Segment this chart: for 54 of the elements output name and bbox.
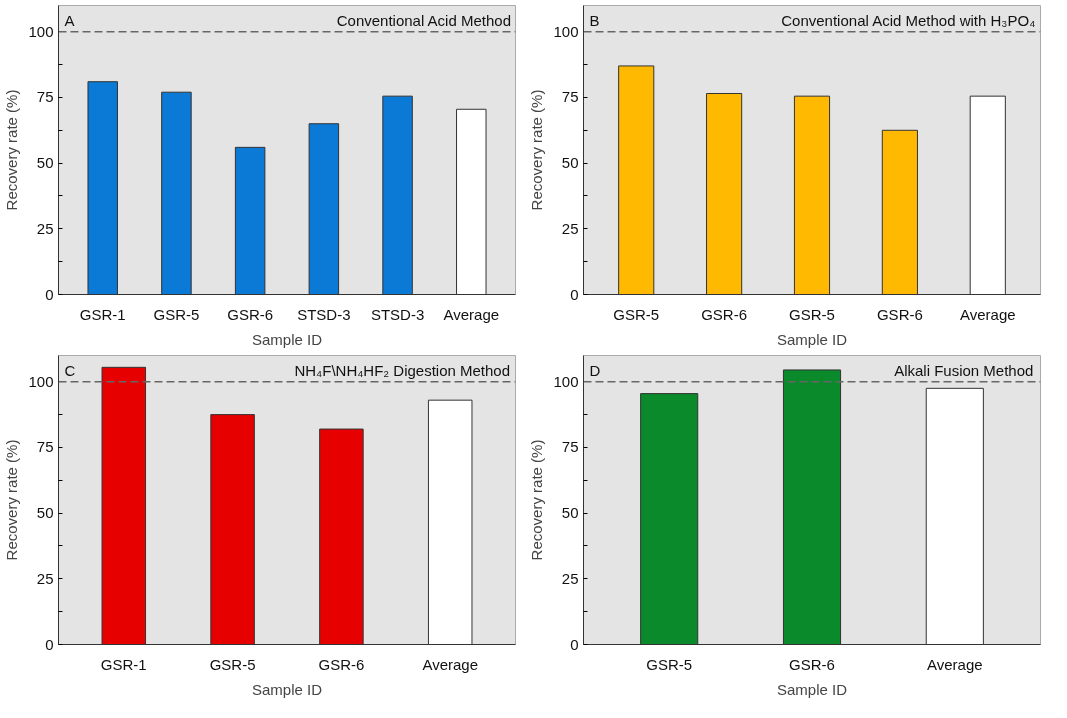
x-tick-label: Average — [443, 305, 500, 323]
x-tick-label: GSR-5 — [613, 305, 660, 323]
chart-title: Conventional Acid Method with H₃PO₄ — [781, 11, 1036, 29]
y-tick-label: 50 — [561, 504, 579, 522]
x-tick-label: GSR-5 — [646, 655, 693, 673]
x-tick-label: GSR-5 — [789, 305, 835, 323]
y-tick-label: 25 — [36, 569, 54, 587]
x-tick-label: STSD-3 — [297, 305, 351, 323]
y-tick-label: 0 — [570, 635, 579, 653]
chart-title: NH₄F\NH₄HF₂ Digestion Method — [294, 361, 511, 379]
y-tick-label: 100 — [28, 372, 54, 390]
y-tick-label: 75 — [36, 88, 54, 106]
x-axis-title: Sample ID — [776, 680, 848, 698]
x-tick-label: GSR-6 — [701, 305, 748, 323]
x-tick-label: GSR-6 — [789, 655, 835, 673]
y-axis-title: Recovery rate (%) — [3, 439, 21, 561]
annotation: D — [589, 361, 601, 379]
y-tick-label: 75 — [561, 438, 579, 456]
x-tick-label: GSR-5 — [153, 305, 200, 323]
y-tick-label: 0 — [45, 635, 54, 653]
annotation: B — [589, 11, 600, 29]
x-tick-label: GSR-6 — [876, 305, 923, 323]
y-tick-label: 75 — [36, 438, 54, 456]
x-tick-label: GSR-6 — [318, 655, 365, 673]
x-tick-label: STSD-3 — [370, 305, 425, 323]
y-tick-label: 50 — [561, 154, 579, 172]
y-axis-title: Recovery rate (%) — [528, 439, 546, 561]
y-tick-label: 50 — [36, 154, 54, 172]
chart-title: Alkali Fusion Method — [894, 361, 1034, 379]
annotation: C — [64, 361, 76, 379]
y-axis-title: Recovery rate (%) — [528, 89, 546, 211]
y-tick-label: 100 — [553, 372, 579, 390]
y-tick-label: 25 — [561, 219, 579, 237]
x-tick-label: GSR-1 — [100, 655, 147, 673]
x-tick-label: GSR-5 — [209, 655, 256, 673]
y-tick-label: 25 — [36, 219, 54, 237]
x-tick-label: GSR-1 — [79, 305, 126, 323]
y-tick-label: 100 — [553, 22, 579, 40]
x-tick-label: Average — [927, 655, 983, 673]
y-tick-label: 100 — [28, 22, 54, 40]
y-tick-label: 0 — [570, 285, 579, 303]
x-axis-title: Sample ID — [251, 680, 323, 698]
y-tick-label: 25 — [561, 569, 579, 587]
chart-title: Conventional Acid Method — [336, 11, 511, 29]
y-tick-label: 50 — [36, 504, 54, 522]
x-tick-label: GSR-6 — [227, 305, 274, 323]
annotation: A — [64, 11, 75, 29]
x-tick-label: Average — [422, 655, 479, 673]
y-axis-title: Recovery rate (%) — [3, 89, 21, 211]
x-axis-title: Sample ID — [776, 330, 848, 348]
x-axis-title: Sample ID — [251, 330, 323, 348]
y-tick-label: 75 — [561, 88, 579, 106]
x-tick-label: Average — [959, 305, 1016, 323]
y-tick-label: 0 — [45, 285, 54, 303]
